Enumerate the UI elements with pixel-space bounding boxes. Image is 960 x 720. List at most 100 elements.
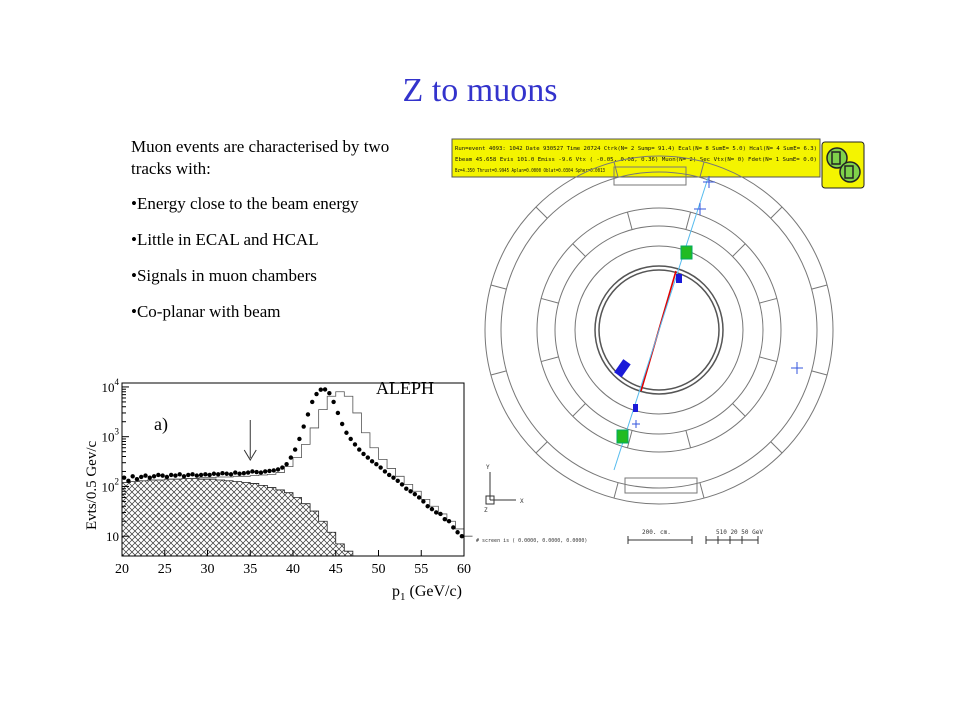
data-point	[297, 436, 302, 442]
y-tick-label: 103	[102, 427, 120, 445]
data-point	[126, 478, 131, 483]
data-point	[404, 486, 409, 491]
data-point	[442, 516, 447, 522]
data-point	[292, 447, 298, 452]
data-point	[130, 474, 135, 479]
data-point	[322, 387, 328, 392]
data-point	[198, 472, 204, 478]
data-point	[331, 399, 336, 405]
data-point	[446, 519, 452, 524]
x-tick-label: 35	[243, 562, 257, 577]
data-point	[215, 472, 221, 477]
data-point	[416, 495, 422, 500]
data-point	[369, 459, 375, 464]
data-point	[275, 467, 281, 472]
data-point	[245, 470, 251, 475]
data-point	[237, 471, 242, 476]
bullet-energy: Energy close to the beam energy	[131, 193, 431, 215]
data-point	[168, 472, 174, 478]
data-point	[280, 465, 285, 470]
x-axis-label: p1 (GeV/c)	[392, 583, 462, 603]
x-axis-label-p: p	[392, 583, 400, 600]
experiment-label: ALEPH	[376, 378, 434, 398]
x-tick-label: 60	[457, 562, 471, 577]
data-point	[224, 471, 229, 476]
data-point	[365, 455, 371, 460]
data-point	[391, 475, 396, 480]
data-point	[263, 469, 268, 474]
bullet-coplanar: Co-planar with beam	[131, 301, 431, 323]
data-point	[228, 472, 234, 477]
bullet-calorimeter: Little in ECAL and HCAL	[131, 229, 431, 251]
data-point	[211, 471, 217, 476]
panel-label: a)	[154, 414, 168, 435]
y-tick-base: 10	[106, 529, 119, 544]
bullet-muon-chambers: Signals in muon chambers	[131, 265, 431, 287]
data-point	[156, 472, 161, 478]
data-point	[335, 410, 341, 416]
data-point	[314, 391, 319, 397]
data-point	[173, 473, 178, 478]
y-axis-label: Evts/0.5 Gev/c	[84, 441, 100, 530]
y-tick-label: 102	[102, 476, 120, 494]
data-point	[412, 491, 418, 497]
data-point	[344, 430, 349, 435]
data-point	[151, 474, 157, 479]
data-point	[267, 468, 272, 474]
y-tick-label: 104	[102, 377, 120, 395]
data-point	[318, 387, 323, 392]
data-point	[164, 474, 170, 480]
data-point	[186, 472, 191, 478]
x-axis-label-unit: (GeV/c)	[406, 583, 462, 600]
data-point	[254, 469, 259, 475]
data-point	[357, 447, 362, 452]
data-point	[203, 472, 208, 477]
data-point	[361, 451, 366, 457]
data-point	[339, 421, 345, 427]
data-point	[250, 469, 255, 474]
data-point	[147, 475, 152, 480]
intro-text: Muon events are characterised by two tra…	[131, 137, 390, 178]
data-point	[399, 482, 405, 487]
y-tick-base: 10	[102, 479, 115, 494]
data-point	[395, 478, 400, 483]
y-tick-exponent: 2	[115, 476, 120, 486]
data-point	[190, 472, 195, 477]
data-point	[348, 436, 353, 442]
description-block: Muon events are characterised by two tra…	[131, 136, 431, 337]
data-point	[434, 510, 439, 515]
data-point	[408, 489, 413, 494]
data-point	[220, 470, 225, 476]
bullet-list: Energy close to the beam energy Little i…	[131, 193, 431, 323]
data-point	[374, 461, 379, 467]
data-point	[134, 476, 140, 482]
data-point	[288, 455, 294, 460]
data-point	[451, 525, 456, 530]
data-point	[194, 473, 200, 478]
data-point	[143, 473, 148, 478]
data-point	[425, 504, 430, 509]
data-point	[233, 470, 238, 475]
x-tick-label: 20	[115, 562, 129, 577]
x-tick-label: 50	[372, 562, 386, 577]
x-tick-label: 30	[201, 562, 215, 577]
slide-title: Z to muons	[402, 72, 558, 109]
x-tick-label: 40	[286, 562, 300, 577]
cut-arrow-head	[243, 449, 257, 461]
data-point	[378, 465, 383, 470]
mc-total-histogram	[122, 391, 473, 537]
data-point	[121, 475, 127, 480]
background-histogram	[121, 478, 362, 557]
y-tick-exponent: 4	[115, 377, 120, 387]
data-point	[382, 469, 388, 474]
y-tick-label: 10	[106, 529, 119, 544]
data-point	[139, 474, 144, 480]
data-point	[284, 461, 289, 467]
x-tick-label: 45	[329, 562, 343, 577]
data-point	[181, 474, 187, 479]
data-point	[177, 472, 182, 477]
data-point	[438, 511, 443, 517]
data-point	[386, 472, 392, 478]
data-point	[352, 442, 358, 447]
